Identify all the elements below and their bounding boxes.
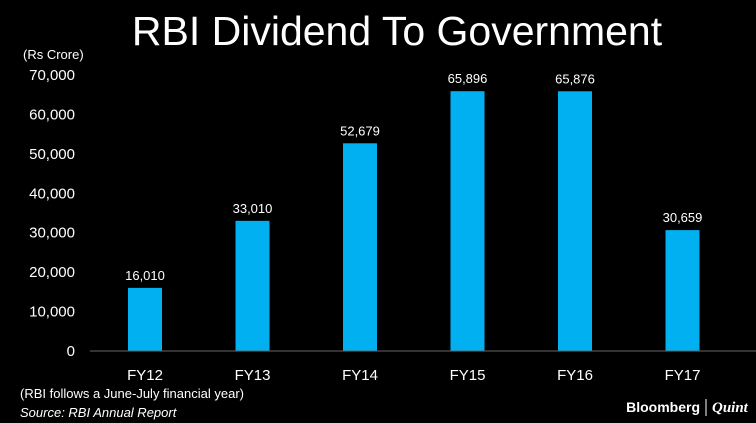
y-tick-label: 60,000 xyxy=(29,106,75,123)
y-tick-label: 40,000 xyxy=(29,185,75,202)
bars-group xyxy=(128,91,700,351)
y-tick-label: 10,000 xyxy=(29,304,75,321)
value-labels-group: 16,010 33,010 52,679 65,896 65,876 30,659 xyxy=(125,71,702,283)
bar-fy17 xyxy=(665,230,700,351)
bar-fy16 xyxy=(558,91,592,351)
bar-value-label: 52,679 xyxy=(340,123,380,138)
brand-logo-quint: Quint xyxy=(712,400,749,416)
x-axis-labels-group: FY12 FY13 FY14 FY15 FY16 FY17 xyxy=(127,367,700,384)
bar-value-label: 16,010 xyxy=(125,268,165,283)
bar-fy12 xyxy=(128,287,162,351)
bar-fy15 xyxy=(450,91,485,351)
unit-label: (Rs Crore) xyxy=(23,47,84,62)
y-axis-ticks: 0 10,000 20,000 30,000 40,000 50,000 60,000 70,… xyxy=(29,67,75,360)
bar-value-label: 65,896 xyxy=(448,71,488,86)
bar-fy13 xyxy=(235,220,270,351)
bar-value-label: 30,659 xyxy=(663,210,703,225)
x-tick-label: FY16 xyxy=(557,367,593,384)
y-tick-label: 20,000 xyxy=(29,264,75,281)
bar-value-label: 65,876 xyxy=(555,71,595,86)
y-tick-label: 30,000 xyxy=(29,225,75,242)
y-tick-label: 0 xyxy=(67,343,75,360)
footer-source: Source: RBI Annual Report xyxy=(20,405,178,420)
chart-title: RBI Dividend To Government xyxy=(132,8,663,54)
y-tick-label: 50,000 xyxy=(29,146,75,163)
x-tick-label: FY14 xyxy=(342,367,378,384)
y-tick-label: 70,000 xyxy=(29,67,75,84)
x-tick-label: FY12 xyxy=(127,367,163,384)
brand-logo-bloomberg: Bloomberg xyxy=(626,399,700,415)
x-tick-label: FY17 xyxy=(665,367,701,384)
x-tick-label: FY15 xyxy=(450,367,486,384)
footer-note: (RBI follows a June-July financial year) xyxy=(20,386,244,401)
bar-fy14 xyxy=(343,143,377,351)
bar-value-label: 33,010 xyxy=(233,201,273,216)
x-tick-label: FY13 xyxy=(235,367,271,384)
